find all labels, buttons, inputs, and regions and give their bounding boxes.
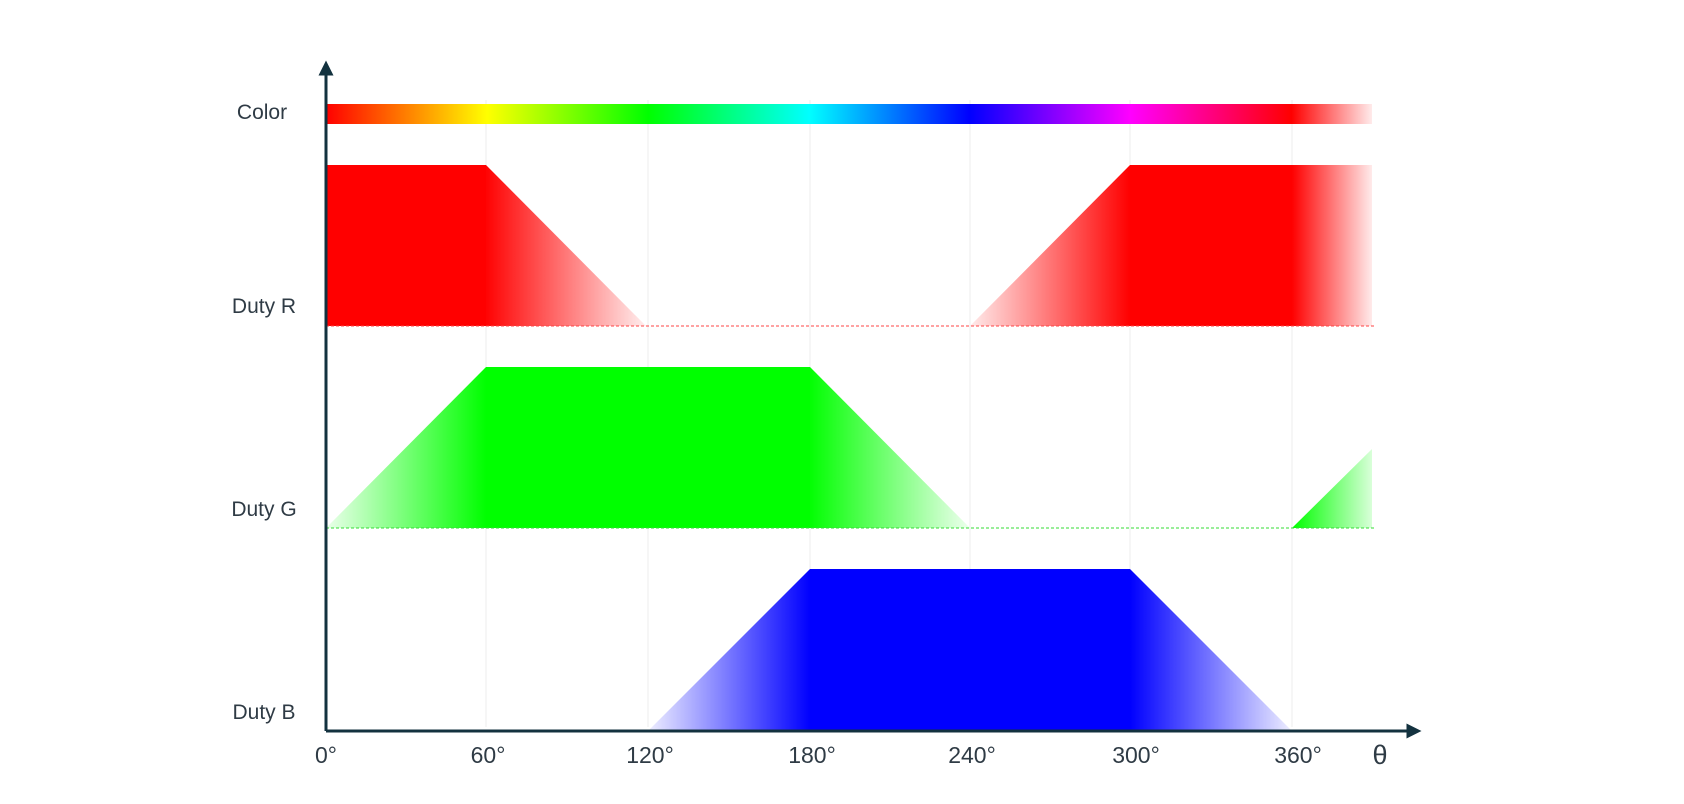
duty-r-fall-ramp [486,165,646,326]
duty-g-high [486,367,810,528]
duty-b-fall-ramp [1130,569,1292,731]
row-label-color: Color [237,101,287,124]
hue-color-bar [326,104,1372,124]
tick-label-360: 360° [1274,742,1322,768]
tick-label-300: 300° [1112,742,1160,768]
row-label-duty-g: Duty G [231,498,296,521]
duty-r-series [326,165,1376,327]
duty-g-tail-rise [1292,449,1372,528]
tick-label-180: 180° [788,742,836,768]
row-label-duty-b: Duty B [232,701,295,724]
duty-r-rise-ramp [970,165,1130,326]
duty-r-high-start [326,165,486,326]
duty-g-fall-ramp [810,367,970,528]
tick-label-240: 240° [948,742,996,768]
duty-g-series [326,367,1376,529]
duty-b-high [810,569,1130,731]
duty-r-tail-fade [1292,165,1372,326]
duty-b-rise-ramp [648,569,810,731]
tick-label-120: 120° [626,742,674,768]
row-label-duty-r: Duty R [232,295,296,318]
x-axis-symbol: θ [1372,740,1387,770]
duty-b-series [648,569,1292,731]
tick-label-60: 60° [471,742,506,768]
duty-g-rise-ramp [326,367,486,528]
duty-r-high-end [1130,165,1292,326]
tick-label-0: 0° [315,742,337,768]
